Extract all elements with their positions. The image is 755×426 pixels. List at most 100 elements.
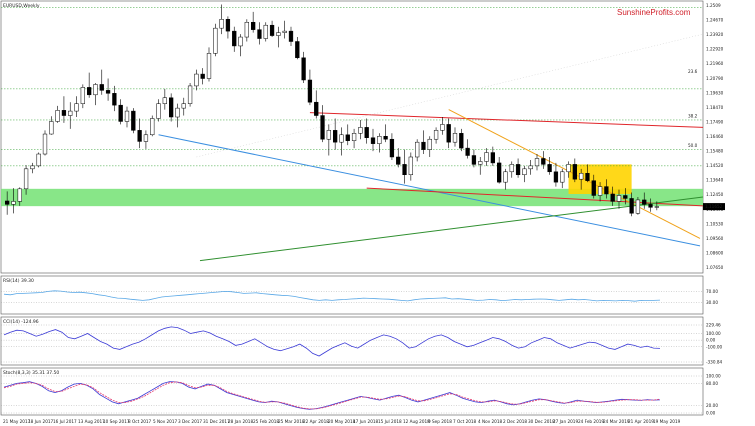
main-panel-frame — [0, 0, 704, 274]
bear-candle — [629, 198, 634, 214]
bull-candle — [597, 186, 603, 196]
bull-candle — [80, 87, 85, 104]
current-price-badge — [703, 203, 725, 211]
date-tick-label: 25 Feb 2018 — [253, 419, 279, 424]
date-tick-label: 10 Sep 2017 — [103, 419, 130, 424]
date-tick-label: 24 Feb 2019 — [578, 419, 604, 424]
date-tick-label: 5 Nov 2017 — [153, 419, 177, 424]
price-tick-label: 1.09560 — [706, 236, 724, 241]
bear-candle — [112, 93, 117, 106]
date-tick-label: 7 Oct 2018 — [453, 419, 477, 424]
current-price-label: 1.11652 — [705, 204, 723, 209]
date-tick-label: 2 Dec 2018 — [503, 419, 527, 424]
price-tick-label: 1.08600 — [706, 250, 724, 255]
bull-candle — [23, 168, 29, 190]
bull-candle — [433, 130, 439, 140]
bear-candle — [200, 73, 205, 79]
bull-candle — [187, 85, 193, 104]
bull-candle — [282, 30, 287, 33]
bear-candle — [295, 41, 300, 59]
date-tick-label: 8 Oct 2017 — [128, 419, 152, 424]
bull-candle — [415, 141, 420, 158]
bull-candle — [42, 133, 48, 155]
date-tick-label: 17 Jun 2018 — [353, 419, 379, 424]
bull-candle — [503, 171, 508, 183]
bear-candle — [471, 155, 477, 165]
indicator-tick-label: 80.00 — [706, 381, 718, 386]
bull-candle — [68, 110, 73, 116]
bear-candle — [169, 97, 174, 118]
bear-candle — [364, 127, 369, 138]
bear-candle — [118, 104, 123, 122]
bear-candle — [642, 199, 647, 205]
bull-candle — [427, 138, 432, 150]
bull-candle — [238, 36, 243, 47]
bear-candle — [87, 87, 92, 96]
bear-candle — [288, 30, 294, 42]
bear-candle — [251, 21, 256, 30]
price-tick-label: 1.13640 — [706, 178, 724, 183]
bull-candle — [30, 165, 35, 170]
date-tick-label: 15 Jul 2018 — [378, 419, 402, 424]
fib-label: 50.0 — [688, 143, 698, 148]
bull-candle — [17, 188, 22, 202]
date-tick-label: 31 Dec 2017 — [203, 419, 230, 424]
bull-candle — [408, 156, 413, 176]
bull-candle — [509, 164, 514, 173]
date-tick-label: 9 Sep 2018 — [428, 419, 452, 424]
price-tick-label: 1.20790 — [706, 76, 724, 81]
bear-candle — [137, 130, 142, 142]
cci-panel-frame — [0, 316, 704, 366]
bull-candle — [566, 164, 571, 173]
bear-candle — [389, 138, 395, 158]
indicator-tick-label: 0.00 — [706, 338, 716, 343]
bull-candle — [143, 134, 149, 142]
bear-candle — [591, 180, 596, 196]
blue-trend-line — [158, 134, 701, 247]
bull-candle — [579, 173, 584, 180]
bull-candle — [74, 103, 79, 112]
bull-candle — [351, 133, 357, 141]
bull-candle — [181, 103, 186, 109]
brand-label: SunshineProfits.com — [617, 8, 691, 17]
price-tick-label: 1.21960 — [706, 61, 724, 66]
date-tick-label: 18 Jun 2017 — [28, 419, 54, 424]
rsi-title: RSI(14) 39.30 — [3, 278, 34, 284]
date-tick-label: 4 Nov 2018 — [478, 419, 502, 424]
bear-candle — [307, 79, 313, 103]
price-tick-label: 1.18470 — [706, 105, 724, 110]
bull-candle — [156, 103, 161, 119]
indicator-tick-label: 229.46 — [706, 323, 721, 328]
bear-candle — [623, 195, 628, 199]
date-tick-label: 3 Dec 2017 — [178, 419, 202, 424]
bull-candle — [49, 121, 54, 135]
stoch-title: Stoch(8,3,3) 35.31 37.50 — [3, 370, 59, 376]
date-tick-label: 19 May 2019 — [653, 419, 681, 424]
bear-candle — [320, 115, 325, 140]
bear-candle — [497, 162, 502, 183]
bear-candle — [465, 147, 470, 156]
bull-candle — [36, 153, 41, 167]
date-tick-label: 20 May 2018 — [328, 419, 356, 424]
indicator-tick-label: -330.84 — [706, 360, 722, 365]
indicator-tick-label: 100.00 — [706, 374, 721, 379]
bull-candle — [478, 161, 483, 165]
indicator-tick-label: 100.00 — [706, 331, 721, 336]
bear-candle — [225, 19, 231, 32]
bull-candle — [244, 21, 249, 38]
date-tick-label: 27 Jan 2019 — [553, 419, 578, 424]
bull-candle — [194, 73, 199, 87]
bull-candle — [560, 171, 565, 183]
bull-candle — [440, 124, 445, 131]
bear-candle — [553, 171, 559, 183]
bear-candle — [547, 164, 552, 173]
date-tick-label: 16 Jul 2017 — [53, 419, 77, 424]
bull-candle — [175, 107, 180, 118]
bear-candle — [490, 152, 495, 164]
bull-candle — [11, 201, 16, 205]
bear-candle — [383, 136, 388, 140]
bear-candle — [402, 164, 407, 176]
bull-candle — [219, 19, 224, 29]
